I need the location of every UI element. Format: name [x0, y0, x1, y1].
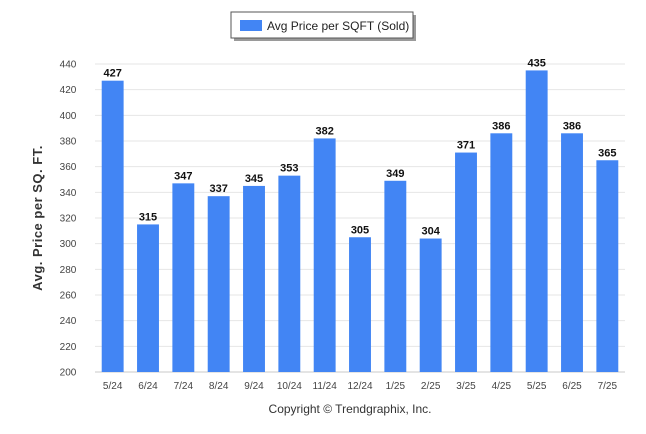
y-axis-ticks: 200 220 240 260 280 300 320 340 360 380 400 420 440: [60, 60, 77, 379]
bar-5/24[interactable]: [101, 80, 124, 373]
y-tick-label: 360: [60, 162, 77, 173]
legend-swatch: [240, 20, 262, 31]
bar-1/25[interactable]: [384, 180, 407, 372]
bar-7/24[interactable]: [172, 183, 195, 372]
y-tick-label: 380: [60, 137, 77, 148]
data-label-11/24: 382: [315, 125, 333, 137]
x-tick-label-6/24: 6/24: [138, 381, 158, 392]
data-label-9/24: 345: [245, 173, 263, 185]
y-axis-title: Avg. Price per SQ. FT.: [30, 145, 45, 291]
data-label-6/24: 315: [139, 211, 157, 223]
legend[interactable]: Avg Price per SQFT (Sold): [230, 11, 416, 41]
x-tick-label-2/25: 2/25: [421, 381, 441, 392]
data-label-10/24: 353: [280, 163, 298, 175]
x-tick-label-5/24: 5/24: [103, 381, 123, 392]
data-label-5/25: 435: [527, 57, 545, 69]
data-label-8/24: 337: [209, 183, 227, 195]
bar-4/25[interactable]: [490, 133, 513, 372]
bar-8/24[interactable]: [207, 196, 230, 372]
data-label-7/24: 347: [174, 170, 192, 182]
x-tick-label-1/25: 1/25: [386, 381, 406, 392]
x-tick-label-10/24: 10/24: [277, 381, 302, 392]
legend-label: Avg Price per SQFT (Sold): [267, 19, 409, 33]
bar-2/25[interactable]: [419, 238, 442, 372]
y-tick-label: 300: [60, 239, 77, 250]
x-tick-label-6/25: 6/25: [562, 381, 582, 392]
y-tick-label: 440: [60, 60, 77, 71]
data-label-7/25: 365: [598, 147, 616, 159]
y-tick-label: 220: [60, 342, 77, 353]
y-tick-label: 240: [60, 316, 77, 327]
y-tick-label: 280: [60, 265, 77, 276]
data-labels: 427 315 347 337 345 353 382 305 349 304 371 386 435 3…: [103, 57, 616, 237]
y-tick-label: 320: [60, 214, 77, 225]
x-tick-label-7/25: 7/25: [598, 381, 618, 392]
x-tick-label-8/24: 8/24: [209, 381, 229, 392]
data-label-5/24: 427: [103, 68, 121, 80]
bars: [101, 70, 619, 373]
x-tick-label-11/24: 11/24: [313, 381, 338, 392]
y-tick-label: 400: [60, 111, 77, 122]
bar-3/25[interactable]: [455, 152, 477, 372]
data-label-12/24: 305: [351, 224, 369, 236]
bar-6/24[interactable]: [137, 224, 159, 372]
y-tick-label: 260: [60, 291, 77, 302]
bar-9/24[interactable]: [243, 185, 265, 372]
data-label-6/25: 386: [563, 120, 581, 132]
x-axis-ticks: 5/24 6/24 7/24 8/24 9/24 10/24 11/24 12/24 1/25 2…: [103, 381, 618, 392]
data-label-3/25: 371: [457, 140, 475, 152]
x-tick-label-12/24: 12/24: [347, 381, 372, 392]
y-tick-label: 420: [60, 85, 77, 96]
bar-10/24[interactable]: [278, 175, 301, 372]
x-tick-label-5/25: 5/25: [527, 381, 547, 392]
data-label-1/25: 349: [386, 168, 404, 180]
x-tick-label-4/25: 4/25: [492, 381, 512, 392]
y-tick-label: 200: [60, 368, 77, 379]
data-label-4/25: 386: [492, 120, 510, 132]
x-tick-label-3/25: 3/25: [456, 381, 476, 392]
y-tick-label: 340: [60, 188, 77, 199]
x-tick-label-7/24: 7/24: [174, 381, 194, 392]
bar-6/25[interactable]: [561, 133, 583, 372]
copyright-text: Copyright © Trendgraphix, Inc.: [269, 402, 432, 416]
bar-11/24[interactable]: [313, 138, 336, 372]
data-label-2/25: 304: [421, 226, 440, 238]
bar-12/24[interactable]: [349, 237, 371, 372]
x-tick-label-9/24: 9/24: [244, 381, 264, 392]
bar-5/25[interactable]: [525, 70, 548, 373]
bar-7/25[interactable]: [596, 160, 619, 372]
